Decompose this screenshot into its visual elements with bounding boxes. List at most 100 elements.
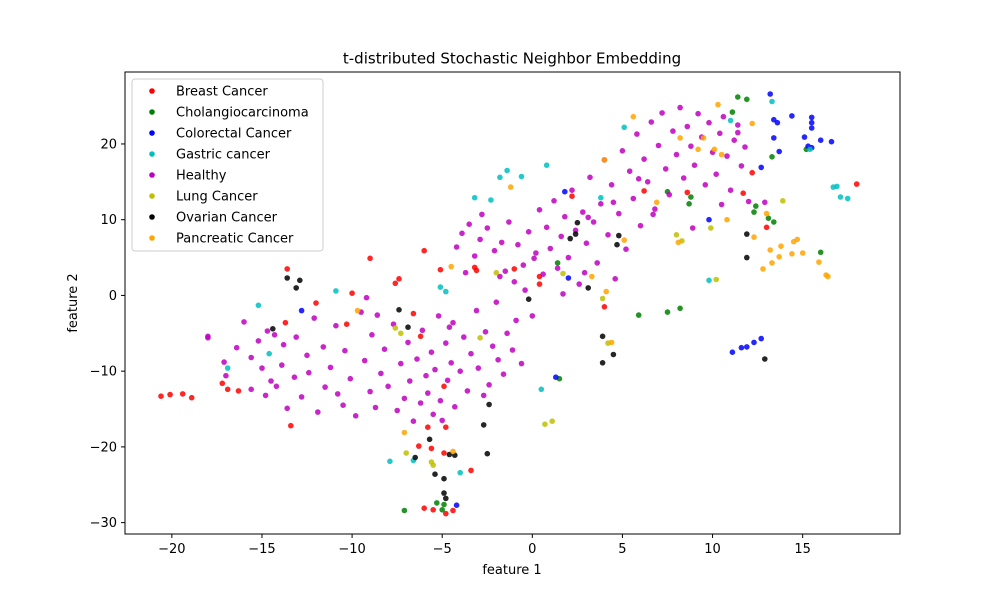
point-breast-cancer-15 [396, 276, 402, 282]
point-healthy-164 [531, 255, 537, 262]
point-lung-cancer-7 [542, 421, 548, 428]
legend-marker [149, 130, 155, 136]
point-healthy-106 [569, 187, 575, 193]
point-ovarian-cancer-3 [297, 277, 303, 284]
point-healthy-26 [333, 322, 339, 329]
point-healthy-159 [374, 312, 381, 318]
point-healthy-50 [423, 372, 429, 379]
point-lung-cancer-4 [430, 462, 437, 468]
point-healthy-3 [241, 319, 247, 325]
point-pancreatic-cancer-12 [675, 239, 682, 246]
point-ovarian-cancer-27 [744, 254, 750, 261]
point-breast-cancer-2 [179, 391, 186, 397]
point-lung-cancer-16 [780, 198, 786, 204]
point-gastric-cancer-15 [543, 162, 550, 168]
legend-item-colorectal-cancer: Colorectal Cancer [149, 127, 292, 142]
point-healthy-56 [437, 397, 444, 404]
point-lung-cancer-8 [549, 418, 555, 425]
point-healthy-35 [369, 332, 375, 338]
point-healthy-167 [585, 214, 591, 221]
point-healthy-4 [248, 354, 254, 361]
point-healthy-103 [558, 233, 564, 240]
y-tick-label: 10 [100, 213, 117, 228]
point-cholangiocarcinoma-19 [771, 219, 777, 225]
point-colorectal-cancer-3 [562, 188, 568, 195]
point-colorectal-cancer-11 [758, 164, 764, 171]
point-healthy-122 [626, 168, 633, 174]
point-healthy-7 [259, 365, 265, 371]
point-healthy-137 [680, 175, 687, 181]
point-healthy-121 [623, 246, 629, 252]
point-healthy-97 [536, 207, 543, 213]
point-gastric-cancer-8 [457, 469, 464, 476]
legend-item-gastric-cancer: Gastric cancer [149, 148, 271, 163]
point-healthy-42 [398, 360, 404, 367]
point-healthy-17 [293, 334, 300, 340]
point-healthy-174 [762, 199, 768, 206]
point-healthy-173 [735, 129, 741, 136]
point-cholangiocarcinoma-14 [729, 109, 736, 115]
point-breast-cancer-24 [443, 510, 449, 517]
point-healthy-85 [504, 330, 510, 337]
point-healthy-58 [443, 340, 449, 346]
legend-marker [149, 151, 155, 157]
point-breast-cancer-23 [430, 507, 437, 513]
point-ovarian-cancer-23 [610, 351, 617, 358]
point-colorectal-cancer-6 [729, 349, 736, 356]
point-healthy-143 [702, 182, 709, 188]
point-healthy-2 [223, 372, 229, 379]
point-colorectal-cancer-2 [553, 374, 559, 381]
point-pancreatic-cancer-0 [354, 307, 361, 314]
point-breast-cancer-9 [288, 422, 294, 429]
point-pancreatic-cancer-24 [767, 247, 773, 253]
point-breast-cancer-38 [684, 189, 691, 196]
point-breast-cancer-8 [282, 319, 289, 326]
legend-label: Colorectal Cancer [176, 127, 292, 142]
point-breast-cancer-14 [392, 280, 399, 287]
point-pancreatic-cancer-15 [700, 135, 707, 141]
point-ovarian-cancer-0 [270, 326, 276, 332]
point-healthy-67 [464, 388, 471, 394]
point-gastric-cancer-16 [598, 194, 604, 201]
point-healthy-73 [477, 236, 483, 243]
point-ovarian-cancer-26 [744, 231, 750, 237]
point-healthy-149 [724, 153, 730, 159]
point-breast-cancer-39 [740, 190, 746, 196]
point-healthy-23 [320, 344, 327, 350]
point-breast-cancer-0 [158, 393, 164, 400]
point-healthy-160 [450, 319, 456, 326]
point-breast-cancer-27 [443, 424, 449, 431]
point-colorectal-cancer-20 [808, 114, 815, 121]
point-pancreatic-cancer-32 [816, 259, 822, 265]
point-breast-cancer-40 [749, 169, 755, 176]
point-healthy-49 [419, 327, 426, 334]
point-colorectal-cancer-15 [771, 135, 777, 141]
legend-item-healthy: Healthy [149, 169, 227, 184]
point-healthy-20 [306, 369, 312, 376]
point-colorectal-cancer-5 [706, 216, 712, 223]
point-breast-cancer-16 [410, 310, 417, 317]
point-healthy-9 [264, 328, 271, 334]
y-axis-label: feature 2 [66, 273, 81, 332]
point-healthy-55 [435, 313, 442, 319]
point-pancreatic-cancer-13 [677, 135, 683, 141]
point-breast-cancer-11 [343, 321, 350, 328]
point-healthy-61 [448, 360, 455, 366]
point-healthy-92 [520, 262, 527, 268]
point-gastric-cancer-2 [224, 365, 231, 371]
point-pancreatic-cancer-18 [715, 101, 721, 108]
point-breast-cancer-22 [421, 505, 428, 512]
point-ovarian-cancer-1 [284, 275, 291, 281]
point-colorectal-cancer-0 [298, 307, 305, 314]
point-cholangiocarcinoma-16 [753, 203, 759, 209]
point-healthy-169 [635, 176, 642, 182]
point-healthy-60 [446, 324, 453, 331]
x-tick-label: 5 [618, 542, 626, 557]
point-healthy-64 [457, 368, 464, 375]
point-healthy-161 [462, 269, 469, 276]
point-pancreatic-cancer-7 [603, 288, 609, 295]
point-healthy-84 [502, 268, 509, 275]
y-axis-ticks: −30 −20 −10 0 10 20 [90, 137, 125, 531]
point-lung-cancer-14 [708, 225, 714, 231]
point-healthy-14 [280, 341, 287, 348]
